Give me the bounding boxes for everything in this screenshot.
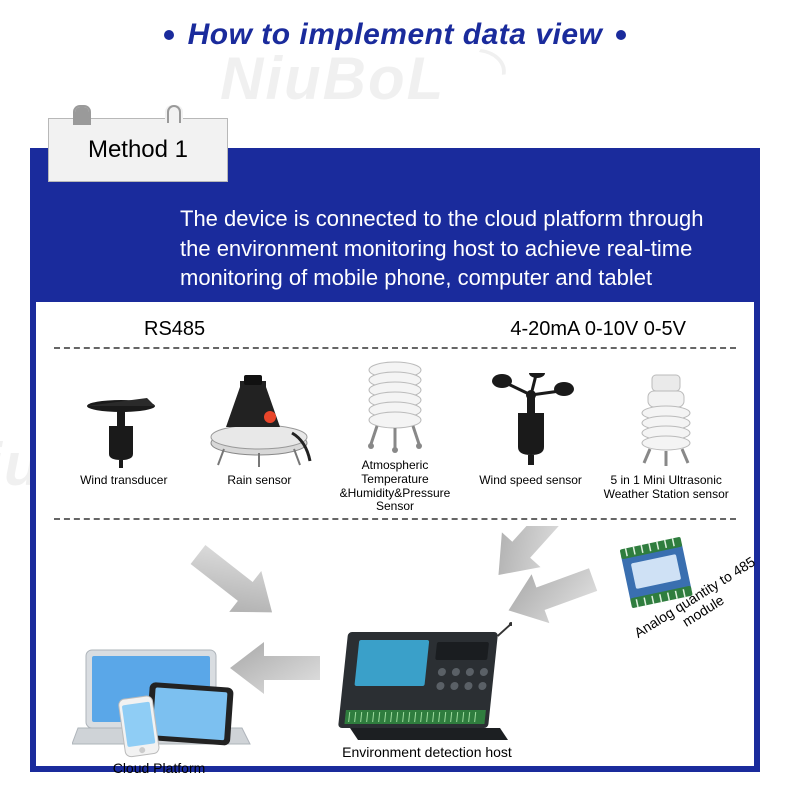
page-title: How to implement data view	[188, 18, 603, 52]
sensor-atm-thp: Atmospheric Temperature &Humidity&Pressu…	[329, 355, 461, 514]
divider-dashed	[54, 347, 736, 349]
anemometer-icon	[486, 373, 576, 468]
rain-sensor-icon	[204, 373, 314, 468]
sensor-label: Wind transducer	[80, 474, 167, 514]
sensor-wind-speed: Wind speed sensor	[465, 370, 597, 514]
radiation-shield-icon	[355, 358, 435, 453]
flow-area: Environment detection host Cloud Platfor…	[54, 526, 736, 786]
protocol-left: RS485	[144, 318, 205, 341]
title-dot-right	[616, 30, 626, 40]
method-tab-label: Method 1	[88, 136, 188, 164]
protocol-right: 4-20mA 0-10V 0-5V	[510, 318, 686, 341]
ultrasonic-station-icon	[626, 373, 706, 468]
environment-host-icon	[332, 614, 512, 744]
divider-dashed	[54, 518, 736, 520]
sensor-label: Wind speed sensor	[479, 474, 582, 514]
sensor-row: Wind transducer Rain sensor	[54, 355, 736, 514]
title-row: How to implement data view	[0, 0, 790, 52]
host-label: Environment detection host	[342, 744, 512, 760]
cloud-devices-icon	[72, 644, 252, 764]
sensor-label: 5 in 1 Mini Ultrasonic Weather Station s…	[600, 474, 732, 514]
diagram-panel: RS485 4-20mA 0-10V 0-5V Wind transducer	[30, 302, 760, 772]
watermark: NiuBoL⌒	[220, 44, 483, 113]
sensor-label: Atmospheric Temperature &Humidity&Pressu…	[329, 459, 461, 514]
wind-transducer-icon	[79, 378, 169, 468]
title-dot-left	[164, 30, 174, 40]
description-text: The device is connected to the cloud pla…	[180, 204, 720, 293]
sensor-wind-transducer: Wind transducer	[58, 370, 190, 514]
sensor-label: Rain sensor	[227, 474, 291, 514]
sensor-rain: Rain sensor	[194, 370, 326, 514]
method-tab: Method 1	[48, 118, 228, 182]
sensor-ultrasonic-station: 5 in 1 Mini Ultrasonic Weather Station s…	[600, 370, 732, 514]
cloud-label: Cloud Platform	[94, 760, 224, 776]
protocol-row: RS485 4-20mA 0-10V 0-5V	[54, 316, 736, 347]
